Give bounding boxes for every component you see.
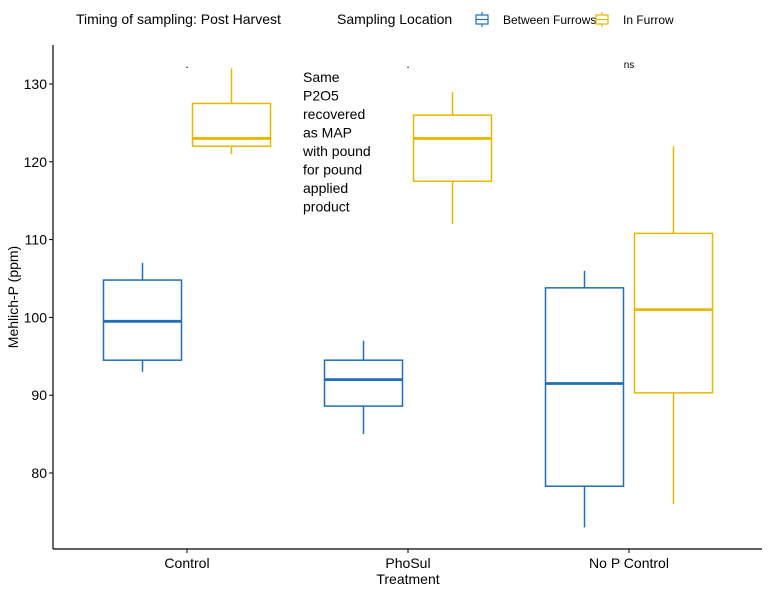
annotation-text: Same P2O5 recovered as MAP with pound for pou… xyxy=(302,69,371,215)
annotation-line: P2O5 xyxy=(303,88,339,104)
chart-title: Timing of sampling: Post Harvest xyxy=(76,11,281,27)
significance-label: . xyxy=(185,57,188,71)
box-in-furrow xyxy=(633,146,714,505)
x-tick-label: No P Control xyxy=(589,555,669,571)
legend-item: In Furrow xyxy=(595,12,674,27)
box-iqr xyxy=(323,359,404,407)
x-axis-ticks: Control PhoSul No P Control xyxy=(164,549,669,571)
x-tick-label: Control xyxy=(164,555,209,571)
box-between-furrows xyxy=(544,270,625,528)
legend-label: In Furrow xyxy=(623,13,674,27)
x-tick-label: PhoSul xyxy=(385,555,430,571)
y-tick-label: 120 xyxy=(24,154,48,170)
significance-label: ns xyxy=(624,60,635,71)
annotation-line: with pound xyxy=(302,143,371,159)
annotation-line: Same xyxy=(303,69,340,85)
significance-labels: .. ns xyxy=(185,57,634,71)
annotation-line: recovered xyxy=(303,106,365,122)
x-axis-label: Treatment xyxy=(376,571,439,587)
box-iqr xyxy=(544,287,625,487)
box-in-furrow xyxy=(412,91,493,225)
legend-item: Between Furrows xyxy=(475,12,596,27)
y-tick-label: 90 xyxy=(31,387,47,403)
y-axis-label: Mehlich-P (ppm) xyxy=(5,246,21,348)
y-axis-ticks: 80 90 100 110 120 130 xyxy=(24,76,53,481)
legend: Between Furrows In Furrow xyxy=(475,12,674,27)
annotation-line: for pound xyxy=(303,162,362,178)
legend-title: Sampling Location xyxy=(337,11,452,27)
legend-label: Between Furrows xyxy=(503,13,596,27)
y-tick-label: 100 xyxy=(24,309,48,325)
box-between-furrows xyxy=(102,262,183,372)
box-between-furrows xyxy=(323,340,404,435)
box-iqr xyxy=(412,114,493,182)
box-iqr xyxy=(633,232,714,394)
annotation-line: as MAP xyxy=(303,125,352,141)
annotation-line: product xyxy=(303,199,350,215)
y-tick-label: 80 xyxy=(31,465,47,481)
y-tick-label: 130 xyxy=(24,76,48,92)
box-in-furrow xyxy=(191,68,272,155)
significance-label: . xyxy=(406,57,409,71)
boxes xyxy=(102,68,714,528)
annotation-line: applied xyxy=(303,180,348,196)
y-tick-label: 110 xyxy=(25,232,48,248)
